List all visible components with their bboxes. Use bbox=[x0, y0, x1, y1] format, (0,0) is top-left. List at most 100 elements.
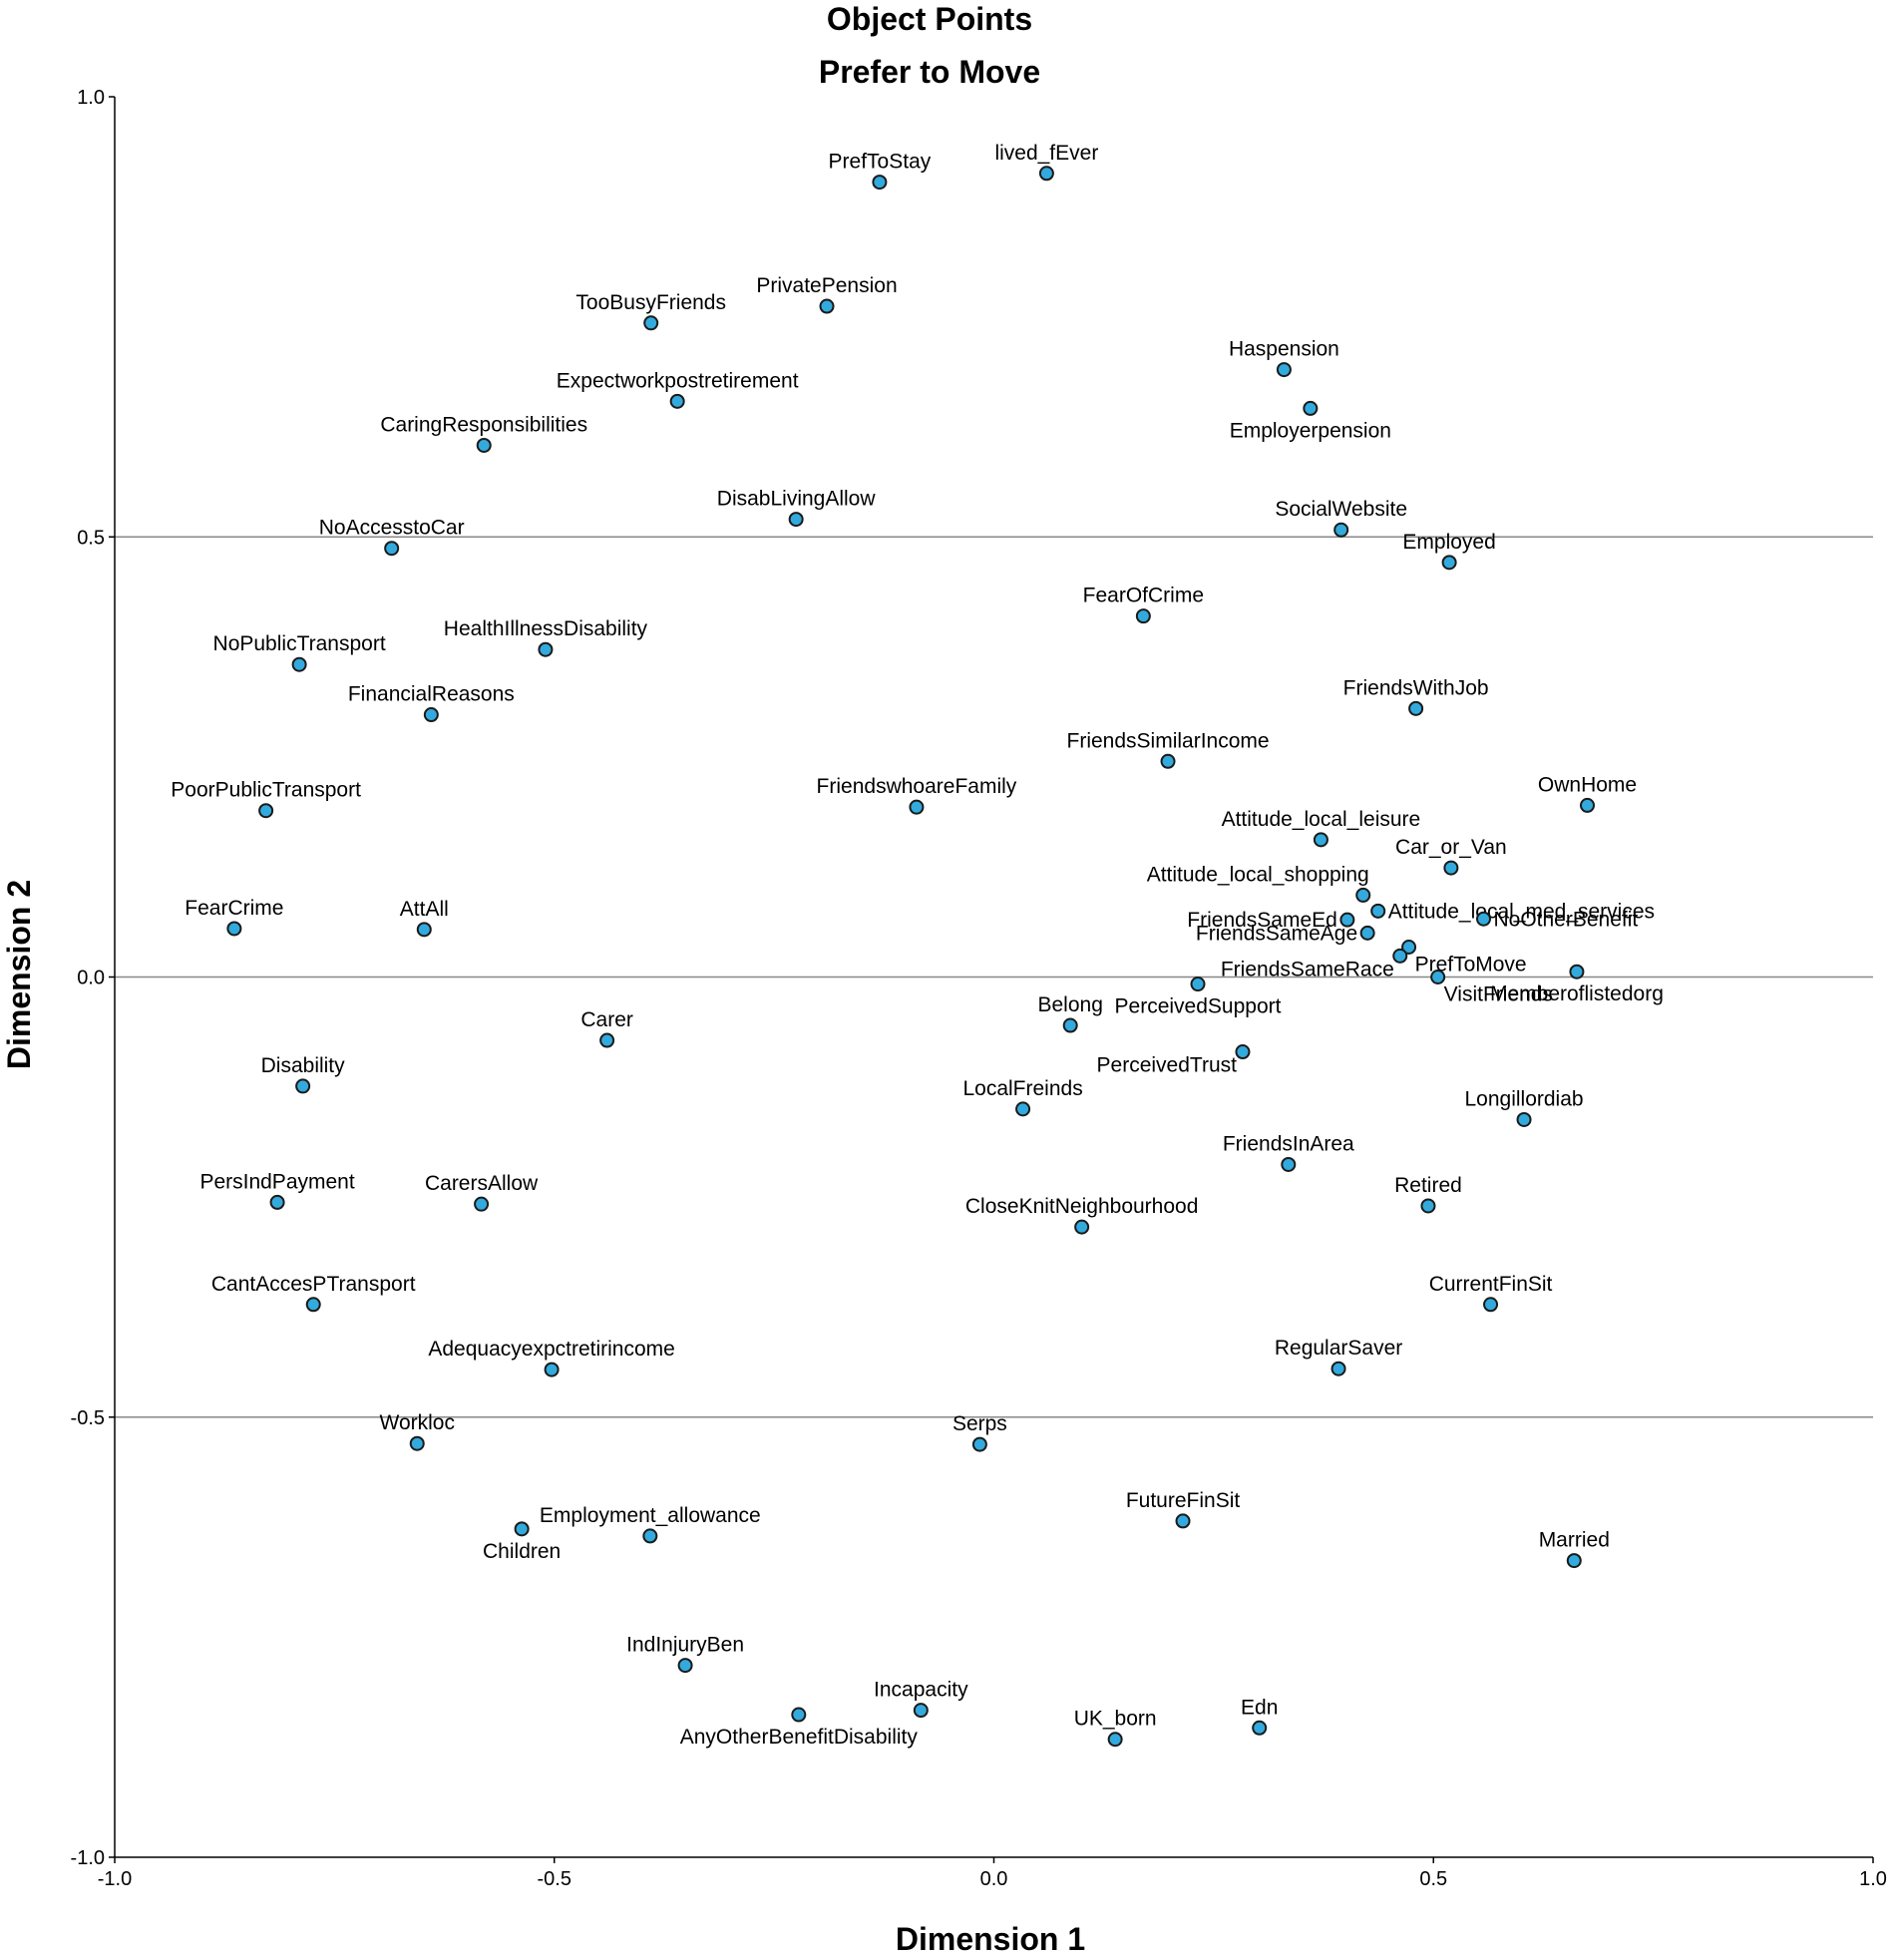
data-point bbox=[423, 707, 439, 723]
data-point bbox=[677, 1658, 693, 1674]
data-point-label: DisabLivingAllow bbox=[717, 488, 877, 511]
chart-subtitle: Prefer to Move bbox=[819, 54, 1040, 90]
data-point bbox=[1392, 948, 1408, 964]
data-point bbox=[599, 1032, 615, 1048]
data-point-label: PersIndPayment bbox=[199, 1170, 354, 1193]
data-point bbox=[1475, 911, 1491, 927]
data-point bbox=[1443, 860, 1459, 876]
data-point-label: FearCrime bbox=[185, 897, 283, 920]
data-point bbox=[1401, 939, 1417, 955]
data-point bbox=[669, 393, 685, 409]
data-point bbox=[514, 1521, 530, 1537]
data-points: PrefToStay lived_fEver PrivatePension TooBu… bbox=[171, 142, 1664, 1749]
data-point bbox=[476, 437, 492, 453]
data-point-label: Disability bbox=[261, 1054, 346, 1077]
data-point bbox=[474, 1196, 490, 1212]
data-point bbox=[1359, 925, 1375, 941]
data-point-label: Incapacity bbox=[874, 1679, 968, 1702]
y-tick-label: 0.5 bbox=[77, 527, 105, 549]
data-point-label: Longillordiab bbox=[1464, 1087, 1583, 1110]
data-point bbox=[1062, 1017, 1078, 1033]
data-point bbox=[1313, 832, 1328, 848]
data-point bbox=[1566, 1553, 1582, 1569]
y-tick-label: 1.0 bbox=[77, 87, 105, 109]
data-point-label: CantAccesPTransport bbox=[211, 1273, 416, 1296]
data-point bbox=[642, 1528, 658, 1544]
data-point bbox=[1355, 887, 1371, 903]
data-point bbox=[1074, 1219, 1090, 1235]
y-tick-label: 0.0 bbox=[77, 968, 105, 989]
data-point bbox=[1339, 912, 1355, 928]
data-point bbox=[1370, 903, 1386, 919]
data-point-label: RegularSaver bbox=[1275, 1337, 1402, 1360]
data-point bbox=[384, 541, 400, 557]
y-axis-ticks: 1.0 0.5 0.0 -0.5 -1.0 bbox=[71, 87, 115, 1869]
data-point bbox=[791, 1707, 807, 1723]
data-point bbox=[1235, 1044, 1251, 1060]
data-point-label: FriendsWithJob bbox=[1343, 676, 1489, 699]
data-point bbox=[291, 656, 307, 672]
data-point bbox=[1408, 700, 1424, 716]
data-point bbox=[1330, 1361, 1346, 1376]
data-point-label: FutureFinSit bbox=[1126, 1489, 1241, 1512]
data-point-label: NoOtherBenefit bbox=[1493, 908, 1638, 931]
data-point bbox=[269, 1194, 285, 1210]
data-point-label: SocialWebsite bbox=[1275, 498, 1407, 521]
data-point-label: PerceivedSupport bbox=[1115, 995, 1282, 1018]
data-point-label: Attitude_local_med_services bbox=[1388, 900, 1655, 923]
data-point bbox=[544, 1362, 560, 1377]
x-axis-ticks: -1.0 -0.5 0.0 0.5 1.0 bbox=[98, 1857, 1887, 1890]
x-axis-title: Dimension 1 bbox=[896, 1921, 1085, 1957]
data-point-label: Haspension bbox=[1229, 338, 1339, 361]
data-point bbox=[643, 315, 659, 331]
data-point-label: Employed bbox=[1402, 531, 1495, 554]
data-point bbox=[1420, 1198, 1436, 1214]
data-point bbox=[1441, 555, 1457, 571]
data-point bbox=[1175, 1513, 1191, 1529]
data-point bbox=[819, 298, 835, 314]
data-point bbox=[1107, 1732, 1123, 1748]
x-tick-label: -1.0 bbox=[98, 1868, 132, 1890]
data-point bbox=[416, 922, 432, 938]
y-tick-label: -1.0 bbox=[71, 1847, 105, 1869]
data-point bbox=[788, 512, 804, 528]
data-point-label: Edn bbox=[1241, 1696, 1278, 1719]
data-point-label: NoAccesstoCar bbox=[319, 517, 465, 540]
data-point-label: CarersAllow bbox=[425, 1172, 539, 1195]
data-point-label: Workloc bbox=[380, 1411, 455, 1434]
data-point bbox=[913, 1703, 929, 1719]
data-point bbox=[1276, 362, 1292, 378]
data-point bbox=[538, 641, 554, 657]
data-point bbox=[1135, 608, 1151, 624]
data-point-label: Employerpension bbox=[1230, 419, 1391, 442]
data-point bbox=[1580, 797, 1596, 813]
data-point bbox=[1516, 1111, 1532, 1127]
data-point-label: Expectworkpostretirement bbox=[557, 369, 799, 392]
data-point-label: CurrentFinSit bbox=[1429, 1273, 1553, 1296]
data-point bbox=[295, 1078, 311, 1094]
data-point-label: Adequacyexpctretirincome bbox=[428, 1338, 674, 1361]
data-point-label: HealthIllnessDisability bbox=[444, 617, 648, 640]
data-point-label: UK_born bbox=[1074, 1708, 1157, 1731]
x-tick-label: -0.5 bbox=[538, 1868, 571, 1890]
data-point-label: Married bbox=[1539, 1529, 1610, 1552]
x-tick-label: 1.0 bbox=[1859, 1868, 1887, 1890]
data-point-label: OwnHome bbox=[1538, 773, 1637, 796]
data-point-label: AnyOtherBenefitDisability bbox=[680, 1726, 919, 1749]
data-point bbox=[1281, 1156, 1297, 1172]
data-point bbox=[305, 1297, 321, 1313]
data-point bbox=[1430, 970, 1446, 984]
data-point bbox=[1190, 977, 1206, 992]
data-point-label: FriendswhoareFamily bbox=[817, 775, 1017, 798]
data-point-label: lived_fEver bbox=[994, 142, 1098, 165]
data-point-label: IndInjuryBen bbox=[626, 1634, 744, 1657]
data-point-label: CaringResponsibilities bbox=[380, 413, 587, 436]
data-point-label: PoorPublicTransport bbox=[171, 779, 361, 802]
y-tick-label: -0.5 bbox=[71, 1407, 105, 1429]
data-point bbox=[872, 175, 888, 191]
x-tick-label: 0.0 bbox=[980, 1868, 1008, 1890]
data-point bbox=[409, 1435, 425, 1451]
data-point-label: FinancialReasons bbox=[348, 683, 515, 706]
data-point-label: Employment_allowance bbox=[540, 1504, 761, 1527]
data-point-label: PrefToMove bbox=[1415, 953, 1527, 976]
